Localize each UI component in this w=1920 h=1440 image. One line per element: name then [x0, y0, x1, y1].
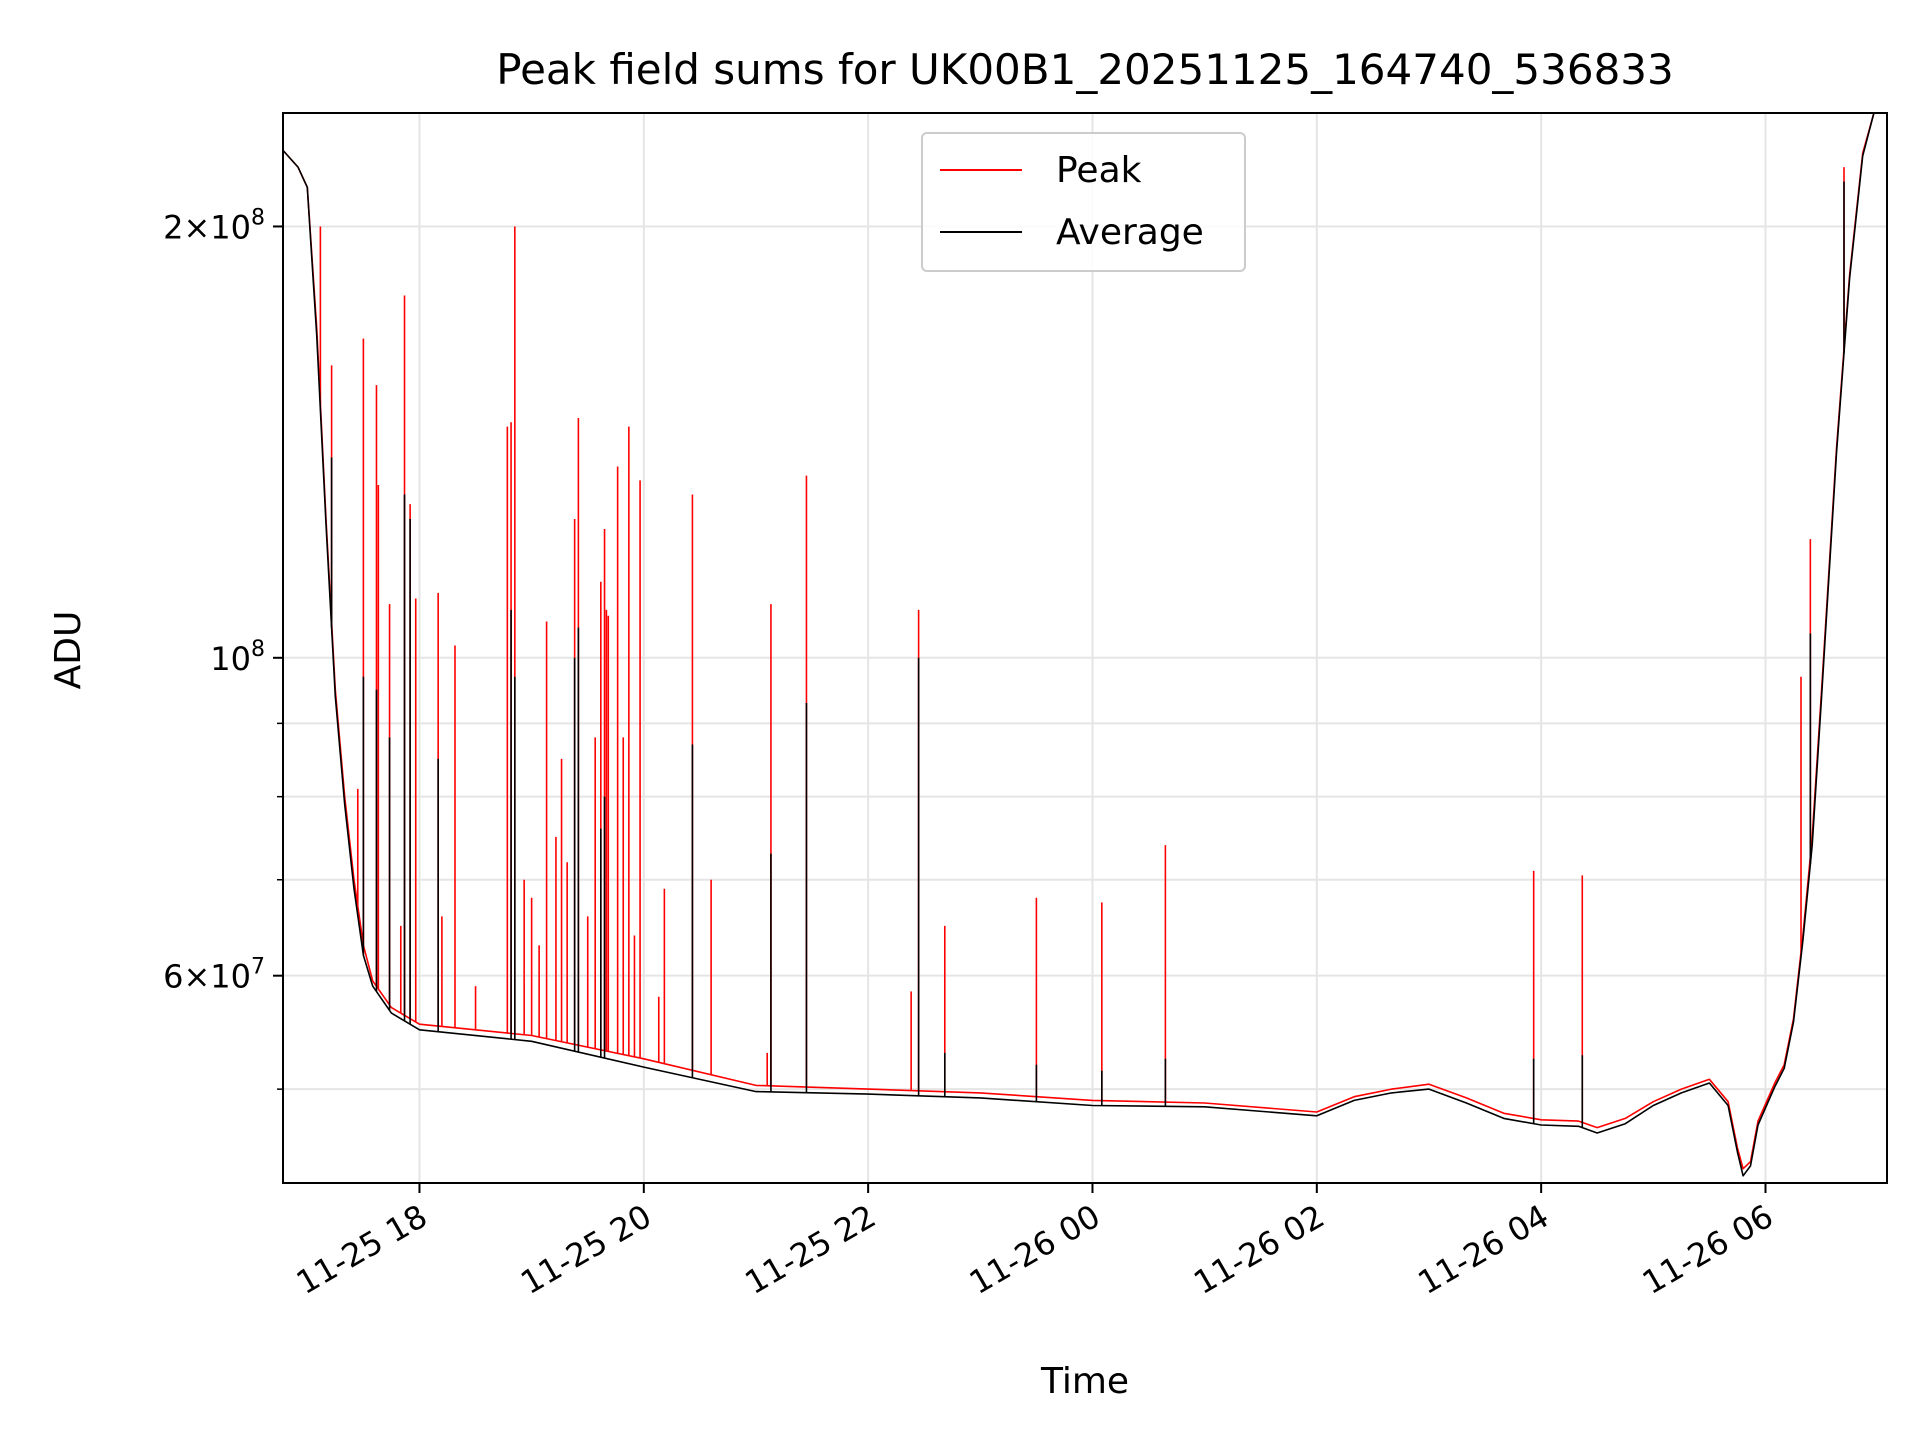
plot-frame: [282, 112, 1888, 1184]
y-tick-label: 2×108: [163, 205, 265, 246]
legend-label-average: Average: [1056, 212, 1204, 253]
y-axis-label: ADU: [48, 611, 89, 690]
series-layer: [282, 112, 1887, 1177]
legend-label-peak: Peak: [1056, 150, 1142, 191]
series-line-average: [282, 112, 1887, 1177]
series-average: [282, 112, 1887, 1177]
y-tick-label: 6×107: [163, 955, 265, 996]
y-tick-label: 108: [210, 637, 265, 678]
chart-title: Peak field sums for UK00B1_20251125_1647…: [496, 45, 1674, 94]
y-axis-ticks: 6×107 108 2×108: [163, 205, 283, 1090]
x-axis-label: Time: [1040, 1361, 1129, 1402]
legend-box: [921, 132, 1246, 272]
legend: Peak Average: [921, 132, 1246, 272]
